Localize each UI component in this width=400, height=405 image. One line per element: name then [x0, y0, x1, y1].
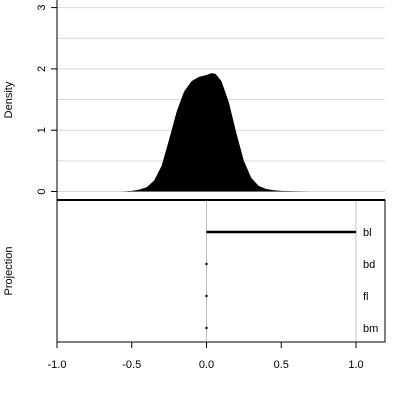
projection-x-tick-label: 0.5: [274, 359, 289, 371]
density-y-tick-label: 3: [36, 5, 48, 11]
density-y-tick-label: 2: [36, 66, 48, 72]
projection-point: [205, 294, 208, 298]
projection-variable-label: bd: [363, 259, 375, 271]
projection-x-tick-label: -0.5: [122, 359, 141, 371]
density-area: [121, 73, 312, 192]
density-y-axis: 0 1 2 3: [36, 5, 57, 195]
density-y-tick-label: 1: [36, 127, 48, 133]
projection-plot-frame: [56, 199, 386, 343]
projection-x-axis: -1.0 -0.5 0.0 0.5 1.0: [48, 342, 364, 371]
projection-x-tick-label: -1.0: [48, 359, 67, 371]
projection-x-tick-label: 1.0: [348, 359, 363, 371]
density-y-tick-label: 0: [36, 188, 48, 194]
projection-axis-label: Projection: [3, 247, 15, 296]
projection-point: [205, 262, 208, 266]
projection-x-tick-label: 0.0: [199, 359, 214, 371]
projection-variable-label: bm: [363, 323, 378, 335]
density-axis-label: Density: [3, 81, 15, 118]
projection-variable-label: bl: [363, 227, 372, 239]
projection-variable-label: fl: [363, 291, 369, 303]
projection-bars: [205, 230, 356, 330]
projection-point: [205, 326, 208, 330]
projection-labels: bl bd fl bm: [363, 227, 378, 335]
